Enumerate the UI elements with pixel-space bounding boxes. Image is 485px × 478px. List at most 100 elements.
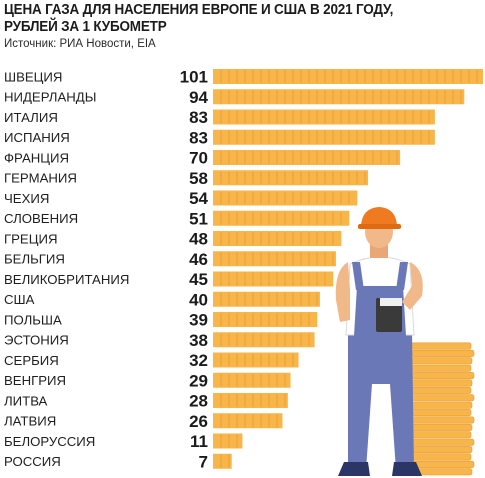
value-label: 29	[189, 371, 208, 390]
chart-title-line-1: ЦЕНА ГАЗА ДЛЯ НАСЕЛЕНИЯ ЕВРОПЕ И США В 2…	[4, 2, 394, 18]
bar	[213, 352, 299, 368]
bar-segments	[220, 292, 318, 306]
chart-source: Источник: РИА Новости, EIA	[4, 38, 156, 50]
bar-segments	[220, 394, 286, 407]
stack-row	[411, 460, 475, 468]
bar-segments	[220, 313, 310, 326]
worker-overalls-strap-left	[352, 262, 364, 290]
category-label: СЕРБИЯ	[4, 353, 59, 368]
value-label: 38	[189, 331, 208, 350]
stack-row	[409, 357, 473, 365]
bar	[213, 170, 369, 186]
bar-segments	[220, 434, 238, 448]
value-label: 48	[189, 230, 208, 249]
bar-segments	[220, 110, 430, 124]
bar-segments	[220, 151, 398, 164]
bar-segments	[220, 211, 342, 225]
category-label: США	[4, 292, 35, 307]
value-label: 45	[189, 270, 208, 289]
value-label: 11	[190, 432, 208, 451]
value-label: 70	[189, 149, 208, 168]
bar-segments	[220, 171, 366, 185]
worker-clipboard	[376, 298, 402, 332]
category-label: БЕЛЬГИЯ	[4, 252, 65, 267]
worker-trousers	[348, 330, 414, 470]
value-label: 26	[189, 412, 208, 431]
bar	[213, 150, 401, 165]
value-label: 32	[189, 351, 208, 370]
stack-row	[411, 372, 475, 380]
category-label: ШВЕЦИЯ	[4, 69, 62, 84]
bar	[213, 89, 465, 105]
bar	[213, 129, 435, 145]
bar	[213, 453, 232, 469]
worker-neck	[370, 244, 388, 258]
chart-title-line-2: РУБЛЕЙ ЗА 1 КУБОМЕТР	[4, 19, 167, 35]
value-label: 51	[189, 209, 208, 228]
worker-clipboard-paper	[380, 298, 402, 306]
worker-right-arm	[402, 262, 423, 310]
category-label: ГЕРМАНИЯ	[4, 171, 77, 186]
bar	[213, 332, 315, 348]
bars-layer: ШВЕЦИЯ 101 НИДЕРЛАНДЫ 94 ИТАЛИЯ 83 ИСПАНИЯ 83 ФР…	[4, 68, 483, 471]
bar-segments	[220, 191, 350, 205]
bar	[213, 210, 350, 226]
bar	[213, 271, 334, 287]
stack-row	[408, 364, 472, 372]
bar-segments	[220, 70, 478, 83]
value-label: 40	[189, 290, 208, 309]
gas-cube-stack-illustration	[408, 342, 475, 476]
chart-title: ЦЕНА ГАЗА ДЛЯ НАСЕЛЕНИЯ ЕВРОПЕ И США В 2…	[4, 2, 413, 36]
worker-overalls-strap-right	[396, 262, 408, 290]
stack-row	[411, 438, 475, 446]
category-label: ПОЛЬША	[4, 312, 62, 327]
worker-left-boot	[338, 462, 370, 476]
bar	[213, 251, 336, 267]
category-label: ЧЕХИЯ	[4, 191, 49, 206]
bar	[213, 109, 435, 125]
value-label: 54	[189, 189, 208, 208]
bar-segments	[220, 232, 334, 245]
stack-row	[411, 349, 475, 357]
category-label: ФРАНЦИЯ	[4, 150, 69, 165]
stack-row	[408, 409, 472, 417]
value-label: 94	[189, 88, 208, 107]
category-label: РОССИЯ	[4, 454, 61, 469]
stack-row	[408, 342, 472, 350]
bar	[213, 433, 243, 449]
stack-row	[408, 431, 472, 439]
value-label: 83	[189, 128, 208, 147]
stack-row	[409, 379, 473, 387]
stack-row	[409, 401, 473, 409]
category-label: ГРЕЦИЯ	[4, 231, 58, 246]
value-label: 58	[189, 169, 208, 188]
bar	[213, 413, 283, 429]
value-label: 83	[189, 108, 208, 127]
stack-row	[408, 453, 472, 461]
category-label: БЕЛОРУССИЯ	[4, 434, 95, 449]
stack-row	[409, 446, 473, 454]
bar	[213, 69, 483, 84]
bar	[213, 312, 318, 327]
category-label: СЛОВЕНИЯ	[4, 211, 78, 226]
worker-illustration	[335, 207, 423, 476]
category-label: НИДЕРЛАНДЫ	[4, 90, 96, 105]
worker-right-boot	[392, 462, 422, 476]
worker-left-arm	[335, 262, 350, 322]
value-label: 7	[199, 452, 208, 471]
stack-row	[408, 386, 472, 394]
category-label: ЭСТОНИЯ	[4, 333, 69, 348]
bar-segments	[220, 373, 286, 387]
stack-row	[409, 423, 473, 431]
bar-segments	[220, 454, 230, 468]
bar-segments	[220, 130, 430, 144]
value-label: 46	[189, 250, 208, 269]
category-label: ВЕНГРИЯ	[4, 373, 66, 388]
category-label: ЛАТВИЯ	[4, 414, 56, 429]
bar-segments	[220, 333, 310, 347]
stack-row	[411, 416, 475, 424]
worker-helmet	[361, 207, 397, 226]
bar-segments	[220, 414, 278, 428]
category-label: ИТАЛИЯ	[4, 110, 58, 125]
